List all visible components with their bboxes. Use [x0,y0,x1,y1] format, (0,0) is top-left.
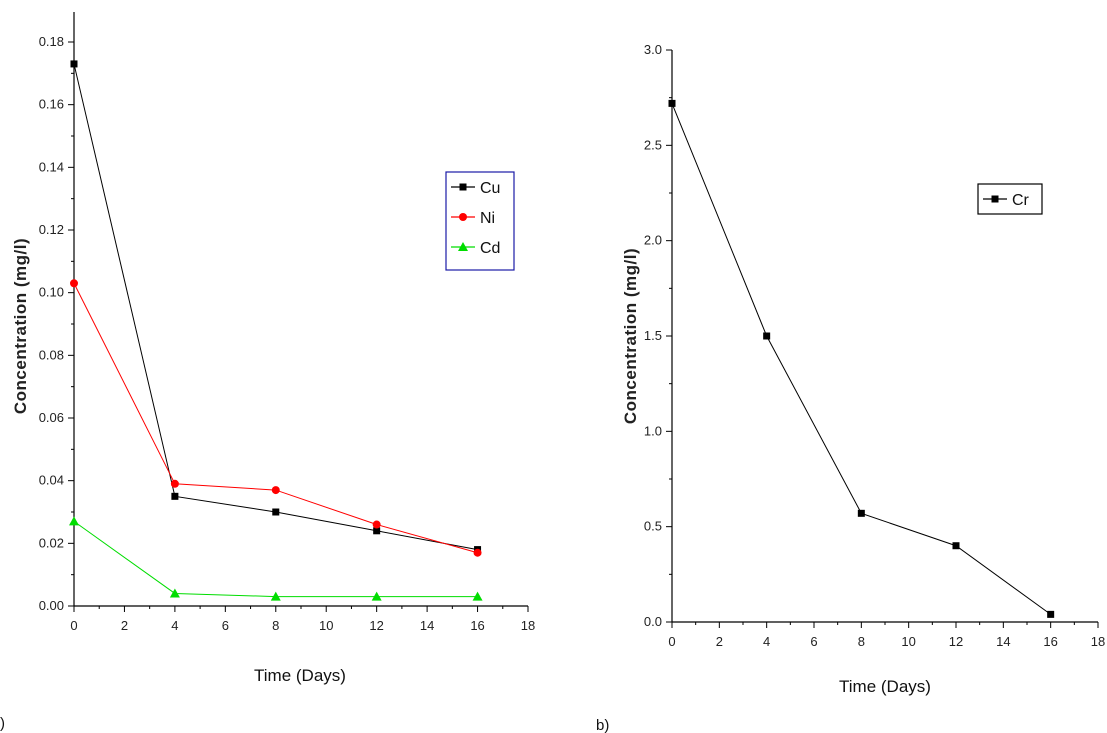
chart-panel-b: Concentration (mg/l) Time (Days) b) Cr 0… [596,42,1105,733]
chart-a-series-ni-point [70,279,78,288]
chart-panel-a: Concentration (mg/l) Time (Days) ) CuNiC… [0,12,535,732]
chart-a-y-tick-label: 0.00 [39,598,64,613]
chart-a-series-ni-point [372,520,381,529]
chart-a-series-cd-point [69,516,79,526]
panel-b-label: b) [596,717,609,733]
chart-a-legend-swatch-marker [459,213,467,221]
chart-b-series-cr-point [763,332,771,340]
chart-b-ylabel: Concentration (mg/l) [621,248,640,424]
chart-a-series-cd-point [270,591,281,601]
chart-a-ylabel: Concentration (mg/l) [11,238,30,414]
chart-a-x-tick-label: 10 [319,618,333,633]
chart-a-y-tick-label: 0.02 [39,535,64,550]
chart-a-x-tick-label: 8 [272,618,279,633]
chart-a-legend: Cu Ni Cd [445,171,515,271]
chart-b-series-cr-line [671,103,1051,615]
chart-b-x-tick-label: 18 [1091,634,1105,649]
chart-a-x-tick-label: 0 [70,618,77,633]
chart-b-x-tick-label: 8 [858,634,865,649]
chart-a-legend-label: Cu [480,180,500,197]
chart-b-x-tick-label: 16 [1043,634,1057,649]
chart-b-x-tick-label: 4 [763,634,770,649]
chart-a-series-ni-point [170,479,179,488]
chart-a-x-tick-label: 18 [521,618,535,633]
chart-b-x-tick-label: 10 [901,634,915,649]
chart-b-series-cr-point [857,509,865,517]
chart-b-series-cr-point [952,542,960,550]
chart-a-series-cu-point [171,492,179,500]
chart-a-x-tick-label: 4 [171,618,178,633]
chart-b-y-tick-label: 1.0 [644,423,662,438]
chart-b-series-cr-point [668,99,676,107]
chart-a-series-cd-point [169,588,180,598]
chart-a-y-tick-label: 0.06 [39,410,64,425]
chart-a-legend-swatch-marker [459,183,467,191]
chart-b-y-tick-label: 3.0 [644,42,662,57]
chart-a-series-cd-point [371,591,382,601]
chart-a-y-tick-label: 0.14 [39,159,64,174]
chart-a-x-tick-label: 2 [121,618,128,633]
chart-b-x-tick-label: 12 [949,634,963,649]
chart-a-legend-label: Cd [480,240,500,257]
chart-a-y-tick-label: 0.08 [39,347,64,362]
chart-a-x-tick-label: 12 [369,618,383,633]
chart-b-legend-swatch-marker [991,195,999,203]
chart-a-x-tick-label: 16 [470,618,484,633]
chart-b-x-tick-label: 0 [668,634,675,649]
chart-a-y-tick-label: 0.10 [39,285,64,300]
chart-b-y-tick-label: 1.5 [644,328,662,343]
chart-b-legend: Cr [977,183,1043,215]
chart-b-y-tick-label: 0.0 [644,614,662,629]
chart-a-x-tick-label: 6 [222,618,229,633]
chart-a-series-cd-line [73,520,478,598]
chart-b-legend-label: Cr [1012,192,1030,209]
chart-b-x-tick-label: 2 [716,634,723,649]
chart-b-series-cr-point [1047,610,1055,618]
chart-a-series-ni-point [271,486,280,495]
chart-b-x-tick-label: 14 [996,634,1010,649]
chart-a-legend-label: Ni [480,210,495,227]
chart-a-xlabel: Time (Days) [254,666,346,685]
chart-a-y-tick-label: 0.12 [39,222,64,237]
chart-a-y-tick-label: 0.18 [39,34,64,49]
chart-a-series-ni-point [473,548,482,557]
chart-a-series-cu-point [70,60,78,68]
chart-a-x-tick-label: 14 [420,618,434,633]
chart-a-legend-swatch-marker [458,242,468,251]
chart-a-series-cu-point [272,508,280,516]
chart-a-y-tick-label: 0.16 [39,97,64,112]
chart-b-y-tick-label: 2.0 [644,233,662,248]
chart-a-legend-box [445,171,515,271]
chart-a-series-cu-line [73,63,478,551]
panel-a-label: ) [0,715,5,732]
chart-b-x-tick-label: 6 [810,634,817,649]
chart-a-y-tick-label: 0.04 [39,473,64,488]
chart-b-y-tick-label: 0.5 [644,519,662,534]
chart-a-series-cd-point [472,591,483,601]
chart-b-y-tick-label: 2.5 [644,137,662,152]
chart-b-xlabel: Time (Days) [839,677,931,696]
chart-a-series-cu-point [373,527,381,535]
